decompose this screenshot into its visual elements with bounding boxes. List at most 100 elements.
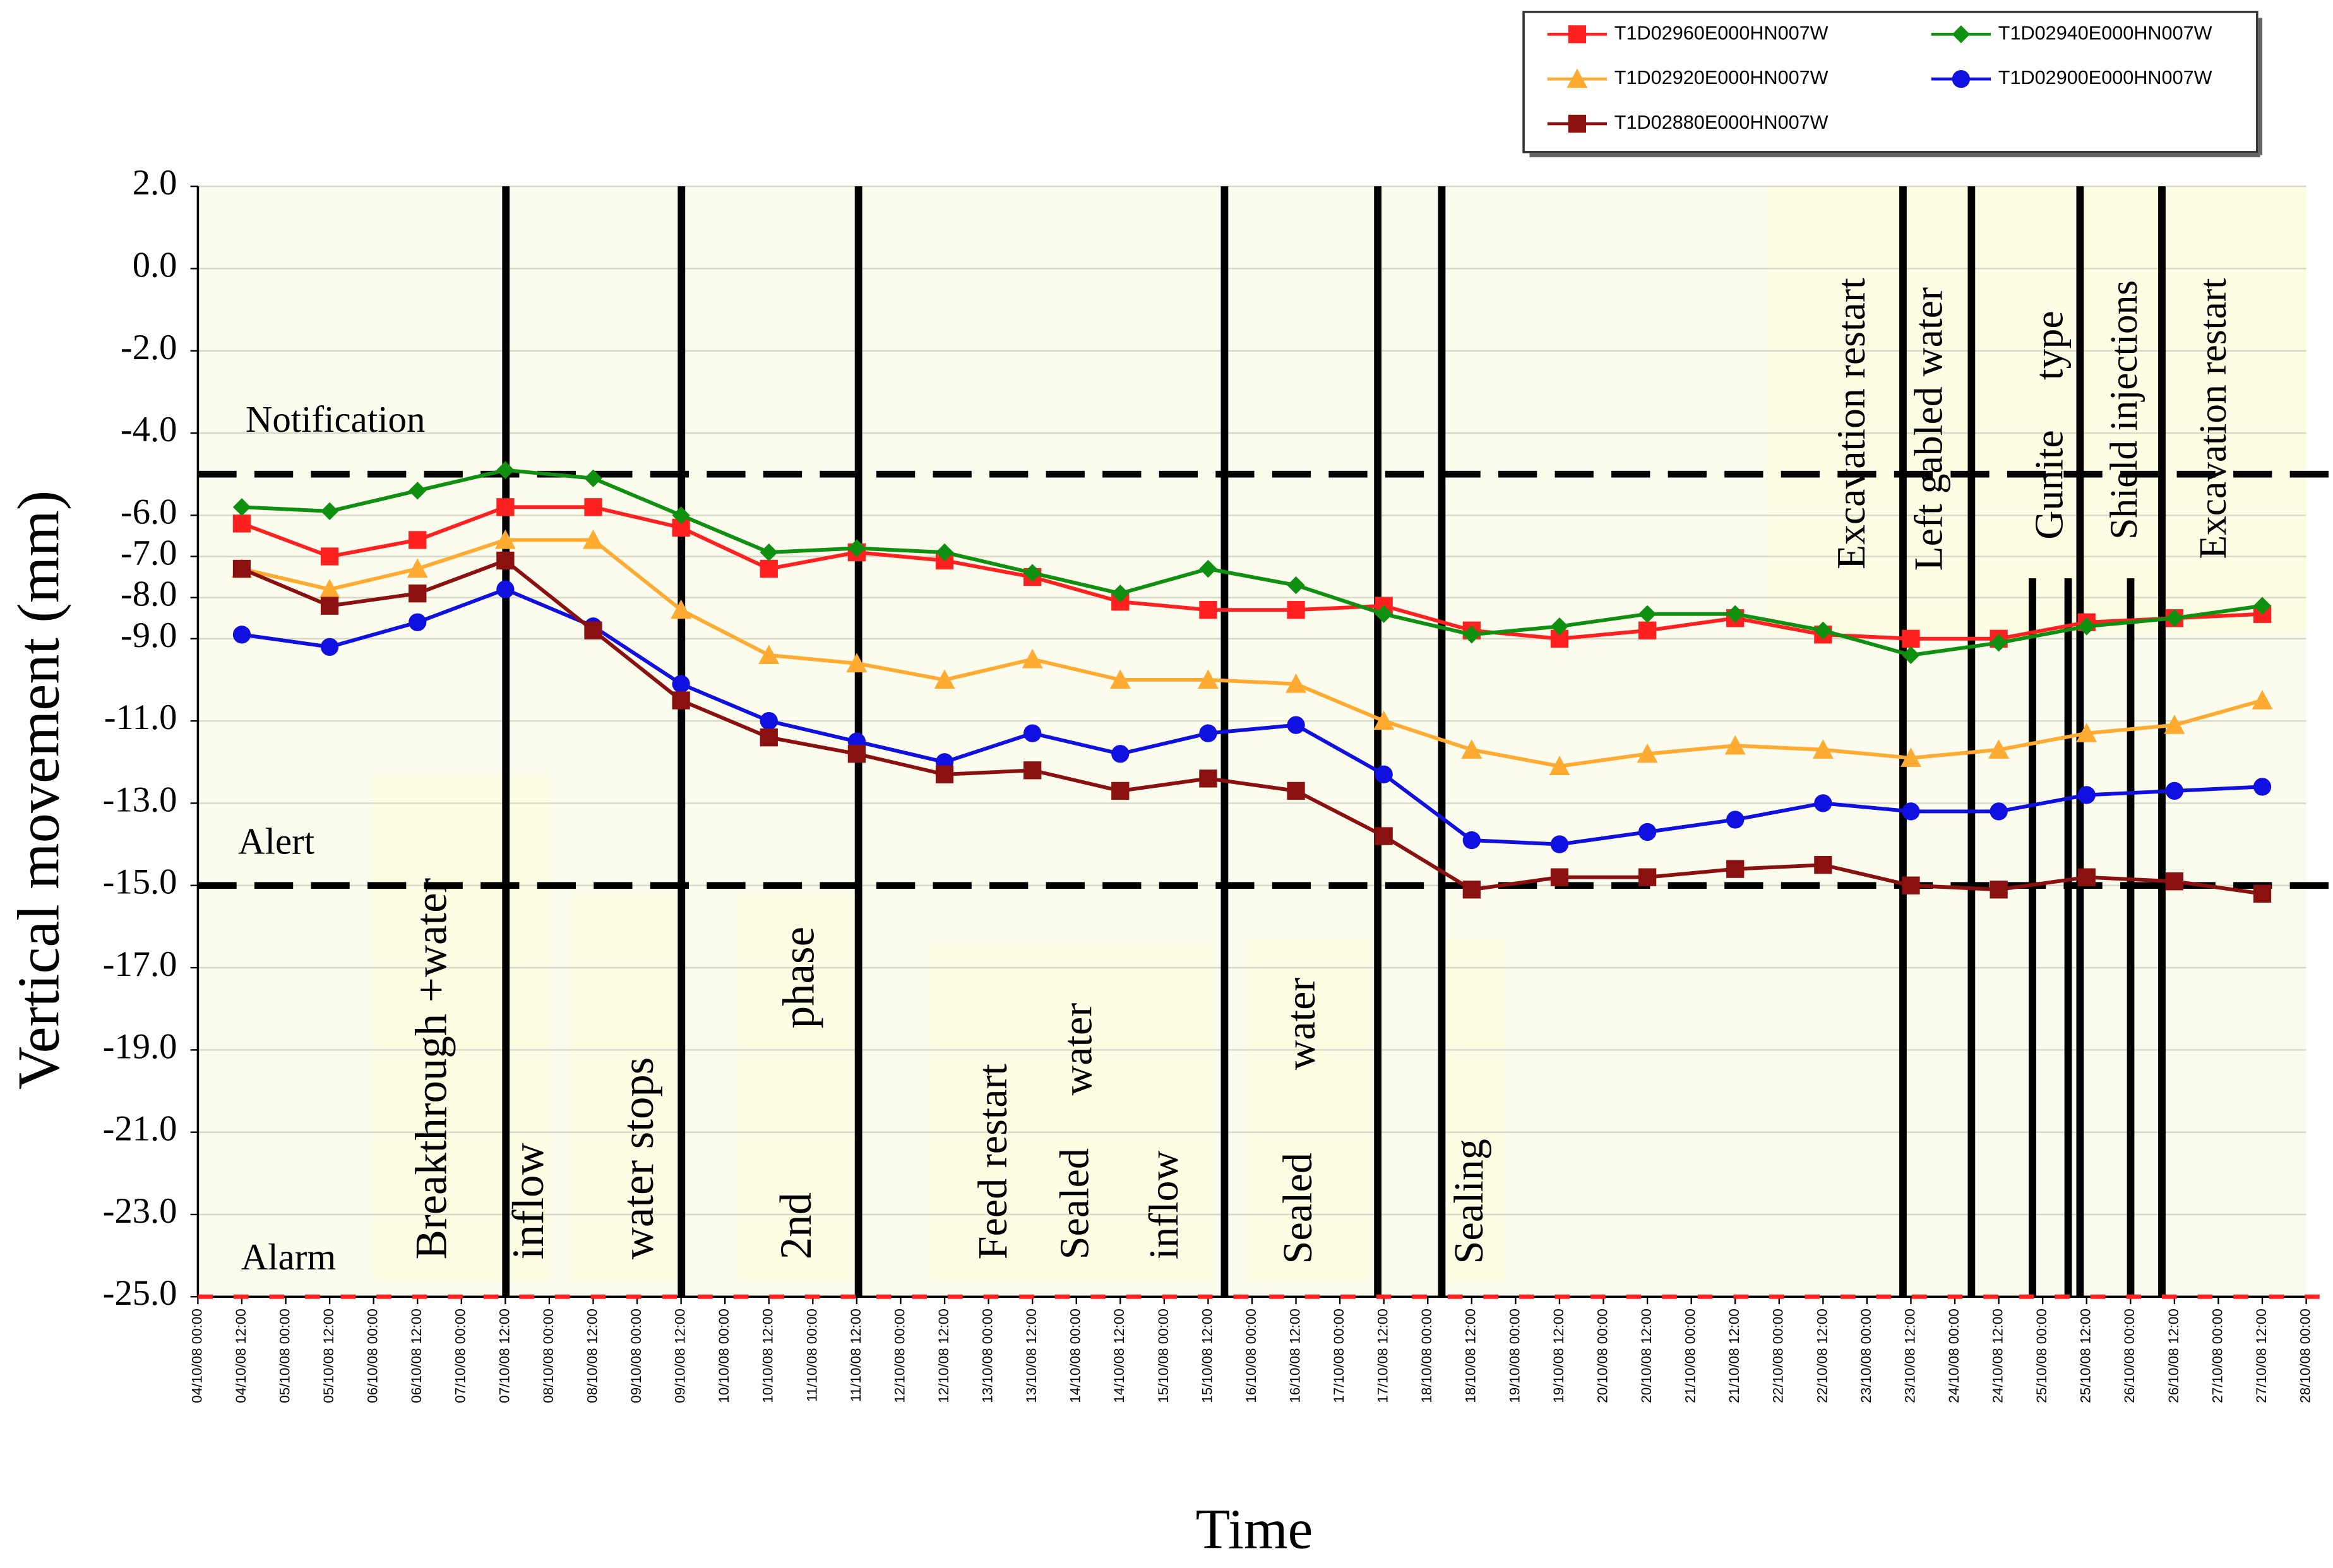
x-tick-label: 12/10/08 00:00	[892, 1309, 907, 1403]
y-tick-label: -11.0	[104, 698, 177, 737]
marker	[1812, 739, 1834, 759]
x-axis-label: Time	[1196, 1499, 1313, 1561]
marker	[1988, 739, 2010, 759]
x-tick-label: 17/10/08 00:00	[1331, 1309, 1347, 1403]
patch	[573, 894, 677, 1282]
marker	[1373, 710, 1395, 730]
y-tick-label: -13.0	[103, 780, 177, 819]
legend-label: T1D02880E000HN007W	[1614, 112, 1829, 133]
marker	[760, 559, 778, 578]
marker	[847, 539, 866, 557]
marker	[320, 638, 339, 656]
x-tick-label: 17/10/08 12:00	[1375, 1309, 1391, 1403]
y-tick-label: -7.0	[121, 533, 177, 573]
annotation: Excavation restart	[1829, 278, 1873, 569]
x-tick-label: 20/10/08 12:00	[1638, 1309, 1654, 1403]
annotation: type	[2027, 311, 2072, 380]
marker	[494, 529, 516, 549]
patch	[1446, 939, 1506, 1282]
marker	[1287, 576, 1305, 595]
legend-marker	[1566, 68, 1588, 88]
marker	[1814, 794, 1832, 812]
annotation: Breakthrough +water	[407, 878, 456, 1259]
marker	[2253, 778, 2272, 796]
annotation: Sealed	[1275, 1153, 1321, 1264]
x-tick-label: 21/10/08 12:00	[1726, 1309, 1742, 1403]
patch	[1767, 186, 2306, 634]
patch	[929, 946, 1213, 1282]
marker	[409, 613, 427, 631]
marker	[1814, 855, 1832, 874]
x-tick-label: 22/10/08 12:00	[1814, 1309, 1830, 1403]
x-tick-label: 26/10/08 00:00	[2121, 1309, 2137, 1403]
x-tick-label: 06/10/08 12:00	[409, 1309, 424, 1403]
x-tick-label: 15/10/08 12:00	[1199, 1309, 1215, 1403]
marker	[1638, 823, 1657, 841]
marker	[1549, 756, 1570, 775]
x-tick-label: 10/10/08 12:00	[760, 1309, 776, 1403]
x-tick-label: 09/10/08 12:00	[672, 1309, 688, 1403]
marker	[2077, 868, 2096, 886]
y-tick-label: -4.0	[121, 410, 177, 449]
marker	[232, 626, 251, 644]
annotation: water	[1278, 978, 1324, 1071]
marker	[1990, 881, 2008, 899]
annotation: 2nd	[772, 1192, 821, 1259]
marker	[409, 482, 427, 500]
y-tick-label: -9.0	[121, 616, 177, 655]
marker	[496, 580, 515, 598]
marker	[1109, 669, 1131, 689]
marker	[2076, 723, 2097, 742]
x-tick-label: 28/10/08 00:00	[2298, 1309, 2313, 1403]
marker	[846, 653, 868, 673]
marker	[1022, 648, 1043, 668]
marker	[935, 765, 954, 783]
annotation-backgrounds	[372, 186, 2306, 1282]
y-axis-label: Vertical movement (mm)	[6, 490, 71, 1090]
legend-marker	[1568, 25, 1587, 44]
x-tick-label: 27/10/08 00:00	[2209, 1309, 2225, 1403]
marker	[1375, 827, 1393, 845]
annotation: Gunite	[2027, 430, 2072, 539]
x-tick-label: 18/10/08 00:00	[1419, 1309, 1435, 1403]
marker	[758, 644, 780, 665]
marker	[847, 745, 866, 763]
marker	[1286, 673, 1307, 693]
annotation: Left gabled water	[1906, 287, 1951, 571]
y-tick-label: -8.0	[121, 575, 177, 614]
marker	[2252, 690, 2273, 710]
annotation: water	[1054, 1003, 1101, 1096]
marker	[672, 691, 690, 710]
y-tick-label: -2.0	[121, 328, 177, 367]
marker	[1287, 601, 1305, 619]
marker	[320, 597, 339, 615]
marker	[584, 498, 602, 516]
legend-label: T1D02920E000HN007W	[1614, 67, 1829, 88]
annotation: Feed restart	[970, 1064, 1016, 1259]
y-tick-label: -23.0	[103, 1192, 177, 1231]
marker	[1111, 745, 1130, 763]
marker	[760, 711, 778, 730]
series-line	[241, 558, 2263, 896]
x-tick-label: 25/10/08 00:00	[2034, 1309, 2050, 1403]
marker	[232, 559, 251, 578]
x-tick-label: 08/10/08 12:00	[584, 1309, 600, 1403]
legend-marker	[1952, 25, 1971, 44]
marker	[1902, 629, 1920, 648]
annotation: phase	[775, 927, 824, 1028]
marker	[232, 514, 251, 533]
x-tick-label: 16/10/08 00:00	[1243, 1309, 1259, 1403]
y-tick-label: -19.0	[103, 1027, 177, 1066]
annotation: Sealed	[1052, 1148, 1098, 1259]
marker	[1550, 835, 1569, 853]
marker	[1461, 739, 1483, 759]
annotation: Sealing	[1446, 1139, 1492, 1264]
marker	[584, 469, 602, 487]
x-tick-label: 04/10/08 00:00	[189, 1309, 205, 1403]
marker	[1197, 669, 1219, 689]
y-tick-label: -17.0	[103, 945, 177, 984]
marker	[409, 584, 427, 603]
marker	[760, 728, 778, 747]
x-tick-label: 14/10/08 00:00	[1068, 1309, 1083, 1403]
